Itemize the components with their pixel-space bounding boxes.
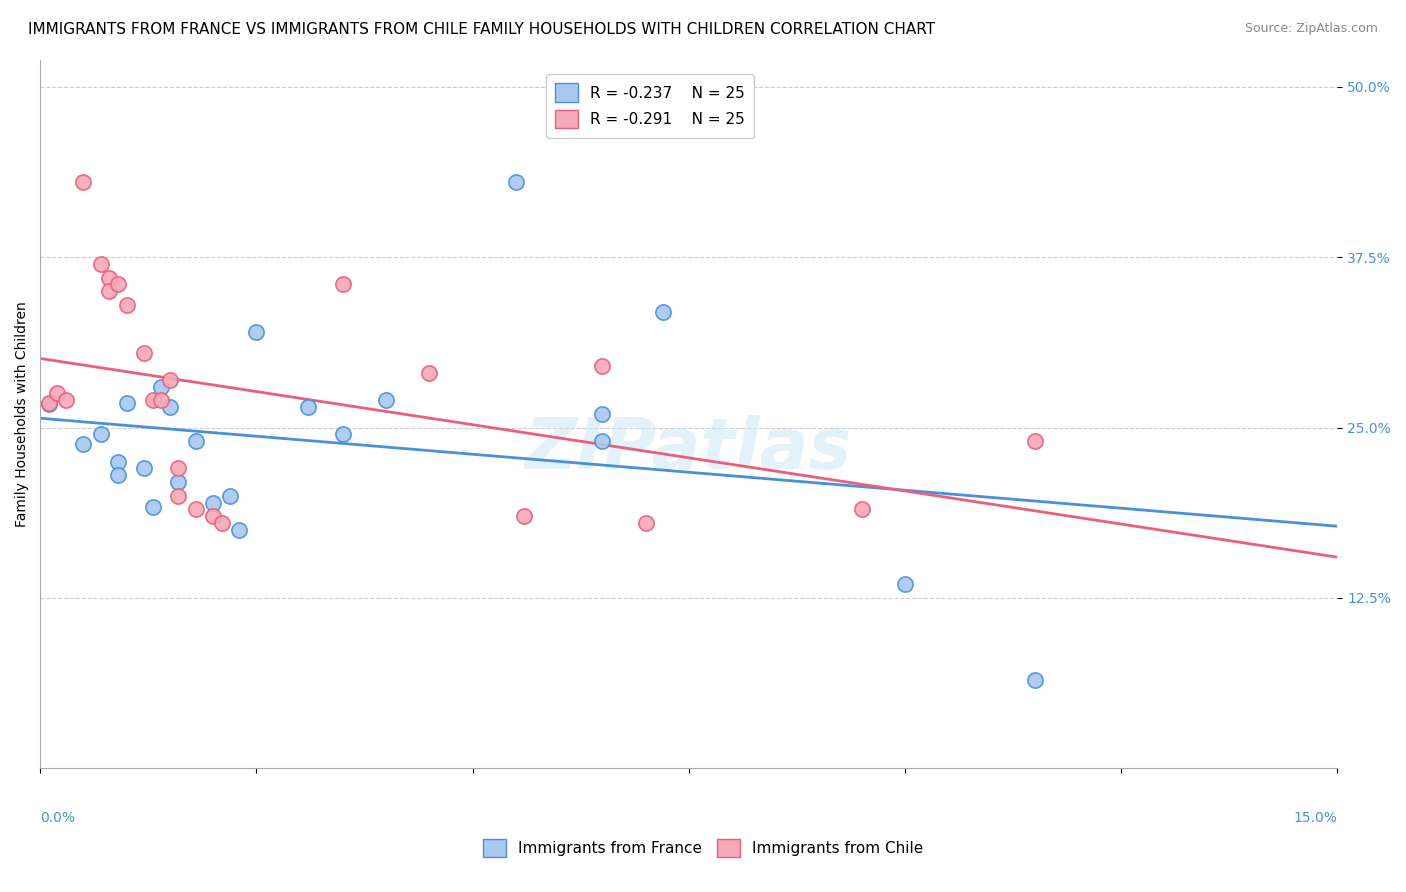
Point [505,175,527,189]
Y-axis label: Family Households with Children: Family Households with Children [15,301,30,527]
Point [107,468,129,483]
Text: IMMIGRANTS FROM FRANCE VS IMMIGRANTS FROM CHILE FAMILY HOUSEHOLDS WITH CHILDREN : IMMIGRANTS FROM FRANCE VS IMMIGRANTS FRO… [28,22,935,37]
Point [202,509,225,524]
Point [46,386,69,401]
Point [150,393,173,408]
Point [332,277,354,292]
Point [851,502,873,516]
Point [634,516,657,530]
Point [107,277,129,292]
Point [72,437,94,451]
Point [132,345,155,359]
Point [245,325,267,339]
Text: Source: ZipAtlas.com: Source: ZipAtlas.com [1244,22,1378,36]
Point [591,434,613,449]
Point [184,434,207,449]
Point [38,397,60,411]
Point [98,285,121,299]
Point [115,396,138,410]
Text: ZIPatlas: ZIPatlas [524,415,852,483]
Point [219,489,242,503]
Point [98,270,121,285]
Point [332,427,354,442]
Text: 15.0%: 15.0% [1294,811,1337,825]
Point [297,400,319,414]
Point [107,455,129,469]
Point [651,304,673,318]
Point [38,396,60,410]
Point [90,257,112,271]
Point [184,502,207,516]
Point [167,461,190,475]
Point [141,500,163,514]
Point [1024,434,1046,449]
Point [202,495,225,509]
Point [591,407,613,421]
Point [1024,673,1046,687]
Point [150,379,173,393]
Point [159,400,181,414]
Point [211,516,233,530]
Point [418,366,440,380]
Point [894,577,917,591]
Legend: R = -0.237    N = 25, R = -0.291    N = 25: R = -0.237 N = 25, R = -0.291 N = 25 [546,74,754,137]
Point [167,489,190,503]
Point [228,523,250,537]
Point [591,359,613,374]
Point [513,509,536,524]
Text: 0.0%: 0.0% [41,811,75,825]
Point [115,298,138,312]
Point [132,461,155,475]
Point [72,175,94,189]
Legend: Immigrants from France, Immigrants from Chile: Immigrants from France, Immigrants from … [474,830,932,866]
Point [375,393,398,408]
Point [159,373,181,387]
Point [167,475,190,489]
Point [90,427,112,442]
Point [55,393,77,408]
Point [141,393,163,408]
